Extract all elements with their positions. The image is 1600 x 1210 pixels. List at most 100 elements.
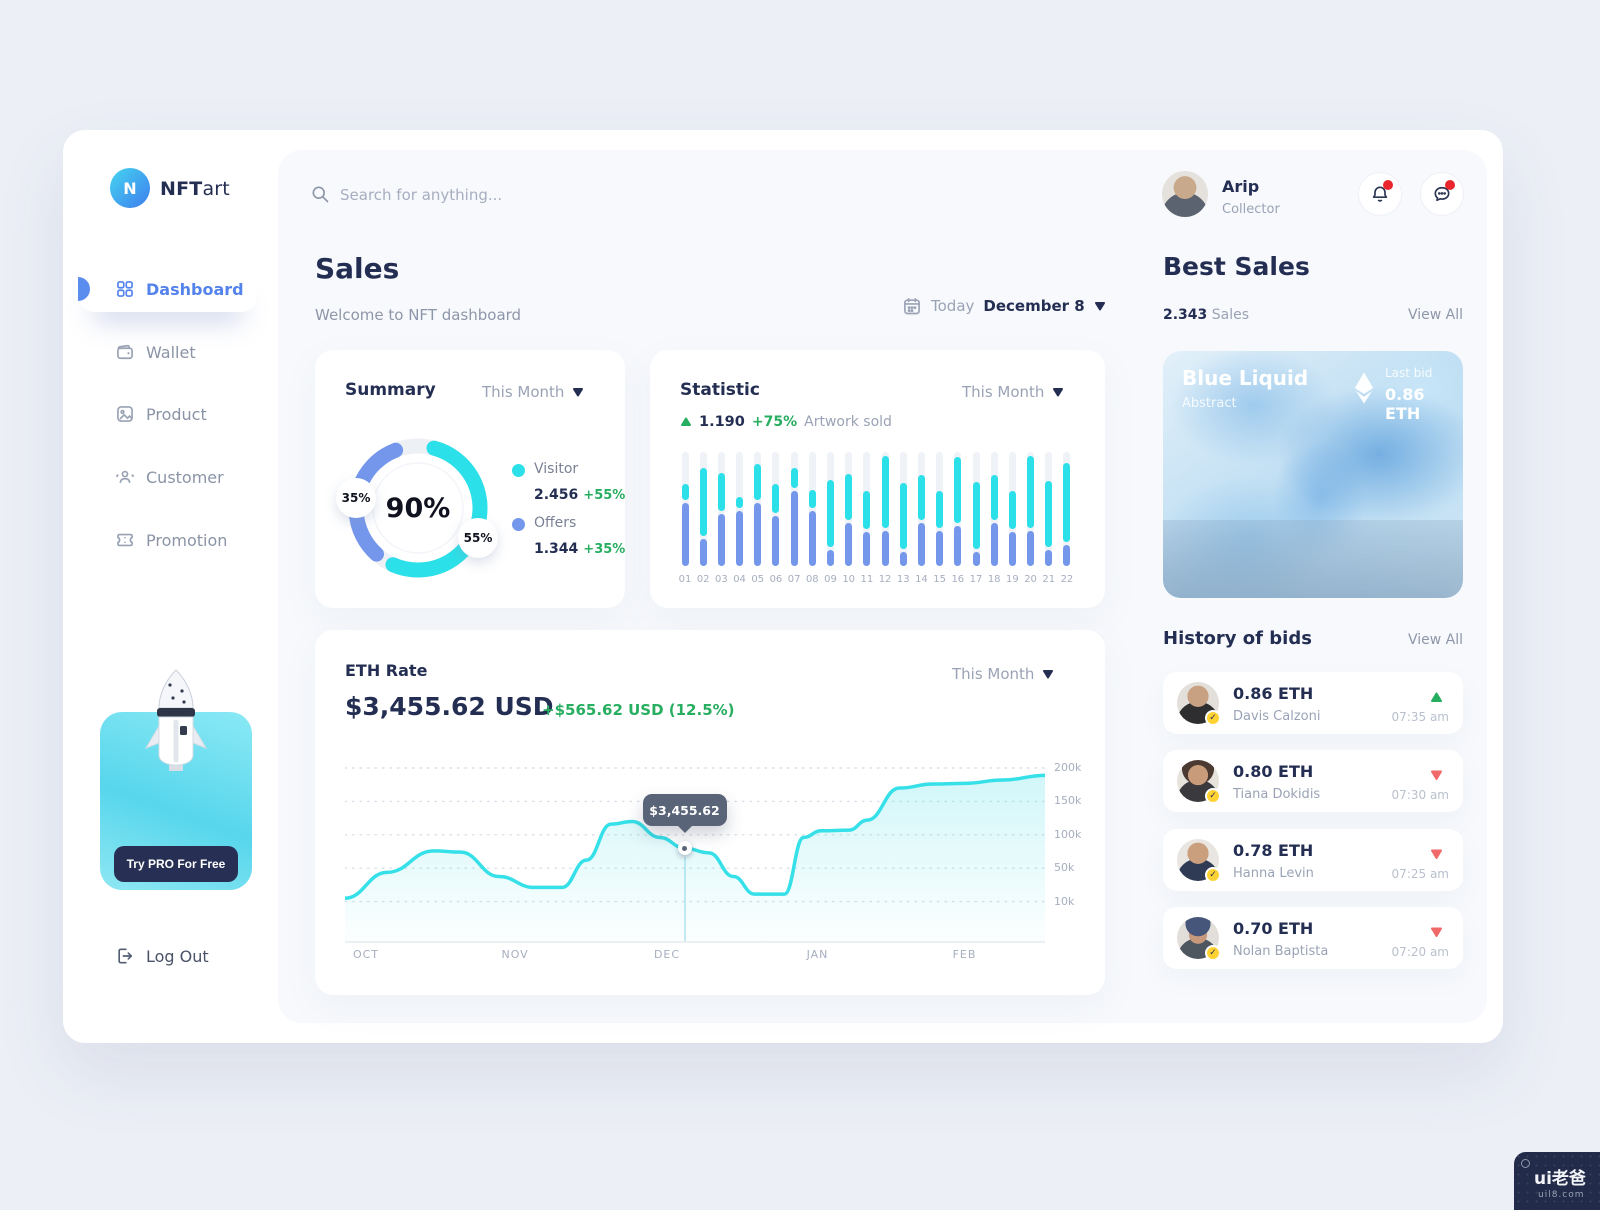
- verified-badge-icon: ✓: [1205, 788, 1221, 804]
- bar-column: 05: [749, 452, 767, 586]
- best-sales-count-label: Sales: [1211, 307, 1250, 323]
- sidebar-item-dashboard[interactable]: Dashboard: [80, 266, 256, 312]
- notifications-button[interactable]: [1358, 172, 1402, 216]
- bid-trend-icon: [1430, 766, 1443, 780]
- bar-day-label: 04: [733, 574, 746, 585]
- chevron-down-icon: [1094, 302, 1105, 311]
- users-icon: [115, 467, 135, 487]
- bar-day-label: 22: [1060, 574, 1074, 585]
- bar-day-label: 09: [824, 574, 837, 585]
- x-axis-tick: NOV: [501, 948, 529, 961]
- user-name: Arip: [1222, 177, 1260, 196]
- logout-label: Log Out: [146, 946, 209, 966]
- messages-button[interactable]: [1420, 172, 1464, 216]
- sidebar-item-label: Product: [146, 404, 207, 424]
- tooltip-guide-line: [683, 857, 686, 941]
- bidder-avatar: [1177, 682, 1219, 724]
- watermark-url: uil8.com: [1538, 1190, 1585, 1200]
- bar-column: 01: [676, 452, 694, 586]
- chat-icon: [1432, 184, 1452, 204]
- bar-day-label: 17: [969, 574, 983, 585]
- offers-change: +35%: [583, 542, 626, 557]
- search-input[interactable]: [340, 182, 770, 208]
- sidebar-item-product[interactable]: Product: [80, 391, 256, 437]
- statistic-period-dropdown[interactable]: This Month: [962, 383, 1064, 401]
- bid-row[interactable]: ✓ 0.80 ETH Tiana Dokidis 07:30 am: [1163, 750, 1463, 812]
- bid-row[interactable]: ✓ 0.70 ETH Nolan Baptista 07:20 am: [1163, 907, 1463, 969]
- bid-row[interactable]: ✓ 0.86 ETH Davis Calzoni 07:35 am: [1163, 672, 1463, 734]
- bidder-name: Tiana Dokidis: [1233, 787, 1321, 802]
- bid-time: 07:30 am: [1391, 788, 1449, 802]
- page-title: Sales: [315, 252, 400, 285]
- bar-day-label: 13: [896, 574, 910, 585]
- bar-column: 14: [912, 452, 930, 586]
- offers-legend-value: 1.344 +35%: [534, 538, 625, 557]
- artwork-sold-label: Artwork sold: [804, 414, 892, 430]
- sidebar-item-label: Wallet: [146, 342, 196, 362]
- try-pro-button[interactable]: Try PRO For Free: [114, 846, 238, 882]
- sidebar-item-label: Promotion: [146, 530, 228, 550]
- site-watermark: ui老爸 uil8.com: [1514, 1152, 1600, 1210]
- calendar-icon: [902, 296, 922, 316]
- message-dot: [1445, 180, 1455, 190]
- visitor-value: 2.456: [534, 487, 579, 503]
- eth-period-dropdown[interactable]: This Month: [952, 665, 1054, 683]
- bar-day-label: 08: [805, 574, 819, 585]
- summary-period-dropdown[interactable]: This Month: [482, 383, 584, 401]
- watermark-circle: [1521, 1159, 1530, 1168]
- bar-day-label: 20: [1024, 574, 1037, 585]
- user-avatar[interactable]: [1162, 171, 1208, 217]
- donut-callout-55: 55%: [458, 518, 498, 558]
- donut-center-value: 90%: [385, 492, 451, 524]
- bar-day-label: 16: [951, 574, 965, 585]
- bid-row[interactable]: ✓ 0.78 ETH Hanna Levin 07:25 am: [1163, 829, 1463, 891]
- eth-tooltip: $3,455.62: [642, 794, 727, 827]
- bid-time: 07:35 am: [1391, 710, 1449, 724]
- history-of-bids-title: History of bids: [1163, 628, 1312, 649]
- brand-name-bold: NFT: [160, 178, 203, 200]
- best-sales-view-all[interactable]: View All: [1407, 307, 1463, 323]
- bid-trend-icon: [1430, 923, 1443, 937]
- visitor-legend-dot: [512, 464, 525, 477]
- x-axis-tick: JAN: [806, 948, 829, 961]
- ethereum-icon: [1354, 372, 1374, 404]
- best-sales-count-value: 2.343: [1163, 307, 1208, 323]
- artwork-card[interactable]: Blue Liquid Abstract Last bid 0.86 ETH: [1163, 351, 1463, 598]
- donut-callout-35: 35%: [336, 478, 376, 518]
- artwork-sold-value: 1.190: [699, 414, 745, 430]
- bar-column: 19: [1003, 452, 1021, 586]
- wallet-icon: [115, 342, 135, 362]
- sidebar-item-wallet[interactable]: Wallet: [80, 329, 256, 375]
- sidebar-item-label: Customer: [146, 467, 224, 487]
- chevron-down-icon: [1053, 388, 1064, 397]
- x-axis-tick: DEC: [653, 948, 681, 961]
- bar-column: 10: [840, 452, 858, 586]
- logout-button[interactable]: Log Out: [115, 946, 209, 966]
- notification-dot: [1383, 180, 1393, 190]
- bar-day-label: 06: [769, 574, 783, 585]
- sidebar-item-promotion[interactable]: Promotion: [80, 517, 256, 563]
- bar-day-label: 03: [715, 574, 728, 585]
- bar-column: 18: [985, 452, 1003, 586]
- artwork-name: Blue Liquid: [1182, 366, 1309, 390]
- visitor-change: +55%: [583, 488, 626, 503]
- rocket-illustration: [144, 669, 208, 771]
- offers-value: 1.344: [534, 541, 579, 557]
- chevron-down-icon: [1043, 670, 1054, 679]
- bar-column: 22: [1058, 452, 1076, 586]
- artwork-category: Abstract: [1182, 396, 1237, 411]
- history-view-all[interactable]: View All: [1407, 632, 1463, 648]
- bar-column: 04: [731, 452, 749, 586]
- bar-day-label: 05: [751, 574, 765, 585]
- sidebar-item-customer[interactable]: Customer: [80, 454, 256, 500]
- bidder-name: Nolan Baptista: [1233, 944, 1329, 959]
- date-picker[interactable]: Today December 8: [902, 296, 1106, 316]
- visitor-legend-value: 2.456 +55%: [534, 484, 625, 503]
- logout-icon: [115, 946, 135, 966]
- summary-title: Summary: [345, 380, 436, 400]
- bar-column: 17: [967, 452, 985, 586]
- brand-name-light: art: [202, 178, 230, 200]
- eth-data-point-marker[interactable]: [677, 841, 692, 856]
- bar-day-label: 14: [915, 574, 928, 585]
- y-axis-tick: 150k: [1054, 794, 1082, 808]
